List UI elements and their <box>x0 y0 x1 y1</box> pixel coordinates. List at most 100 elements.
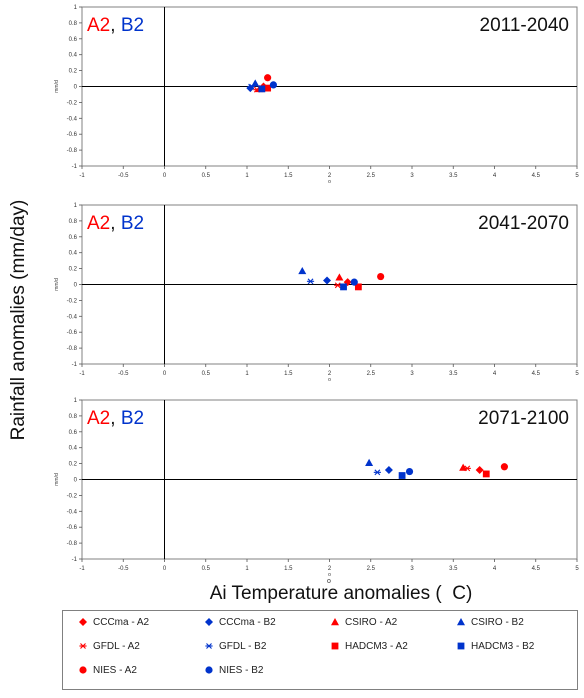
legend-label: GFDL - B2 <box>219 640 267 652</box>
y-tick-label: 1 <box>74 203 78 209</box>
x-tick-label: 1 <box>245 566 249 572</box>
y-tick-label: -0.2 <box>67 493 78 499</box>
y-tick-label: -0.8 <box>67 148 78 154</box>
legend-marker <box>205 666 213 674</box>
data-point <box>306 278 315 285</box>
x-tick-label: 3 <box>410 173 414 179</box>
x-tick-label: 3 <box>410 566 414 572</box>
x-tick-label: 5 <box>575 173 579 179</box>
x-tick-label: 2.5 <box>367 371 376 377</box>
legend-marker-diamond <box>205 618 213 626</box>
x-tick-label: 3.5 <box>449 371 458 377</box>
legend-label: CSIRO - B2 <box>471 616 524 628</box>
y-axis-unit: mm/d <box>54 80 60 93</box>
y-tick-label: -0.4 <box>67 314 78 320</box>
data-point <box>298 266 307 275</box>
y-axis-label: Rainfall anomalies (mm/day) <box>8 200 29 441</box>
scenario-b2-label: B2 <box>121 408 144 429</box>
data-point <box>475 465 484 474</box>
scenario-separator: , <box>110 408 121 429</box>
legend-marker <box>79 643 87 649</box>
data-point <box>384 465 393 474</box>
y-tick-label: -0.4 <box>67 509 78 515</box>
data-point <box>264 84 272 92</box>
x-tick-label: 4.5 <box>532 566 541 572</box>
x-tick-label: -0.5 <box>118 173 129 179</box>
x-tick-label: 0.5 <box>202 566 211 572</box>
legend-marker <box>457 642 465 650</box>
data-point <box>463 465 471 472</box>
legend-marker <box>457 618 465 626</box>
x-tick-label: 4 <box>493 566 497 572</box>
panel-2071-2100: -1 -0.5 0 0.5 1 1.5 2 2.5 3 3.5 4 4.5 5 o 1 0.8 0.6 0.4 0.… <box>54 398 579 578</box>
y-tick-label: 1 <box>74 5 78 11</box>
x-tick-label: 4.5 <box>532 173 541 179</box>
scenario-b2-label: B2 <box>121 213 144 234</box>
x-tick-label: 4 <box>493 371 497 377</box>
legend-marker <box>79 666 87 674</box>
x-tick-label: 3.5 <box>449 173 458 179</box>
y-tick-label: -0.8 <box>67 541 78 547</box>
panel-2041-2070: -1 -0.5 0 0.5 1 1.5 2 2.5 3 3.5 4 4.5 5 o 1 0.8 0.6 0.4 0.… <box>54 203 579 383</box>
legend-label: NIES - A2 <box>93 664 137 676</box>
data-point <box>264 74 272 82</box>
x-tick-label: 5 <box>575 566 579 572</box>
y-tick-label: 0.4 <box>69 251 78 257</box>
legend-item: GFDL - B2 <box>203 639 266 653</box>
x-tick-label: 1.5 <box>284 173 293 179</box>
y-tick-label: 0 <box>74 478 78 484</box>
x-tick-label: -0.5 <box>118 371 129 377</box>
x-axis-title: Ai Temperature anomalies ( C) o <box>210 578 473 604</box>
y-tick-label: -0.6 <box>67 330 78 336</box>
y-tick-label: -0.8 <box>67 346 78 352</box>
legend-item: CSIRO - A2 <box>329 615 397 629</box>
x-tick-label: 1 <box>245 173 249 179</box>
x-tick-label: -1 <box>79 566 85 572</box>
scenario-separator: , <box>110 15 121 36</box>
legend-marker-triangle <box>331 618 339 626</box>
panels: -1 -0.5 0 0.5 1 1.5 2 2.5 3 3.5 4 4.5 5 o 1 0.8 0.6 0.4 0.… <box>54 5 579 578</box>
legend-marker-asterisk <box>79 643 87 649</box>
x-axis-degree-mark: o <box>327 578 331 585</box>
x-tick-label: -1 <box>79 173 85 179</box>
x-tick-label: 2.5 <box>367 173 376 179</box>
x-tick-label: 3.5 <box>449 566 458 572</box>
legend-marker-asterisk <box>205 643 213 649</box>
y-tick-label: 0.8 <box>69 219 78 225</box>
y-tick-label: 0.8 <box>69 414 78 420</box>
panel-title: 2071-2100 <box>478 408 569 429</box>
data-point <box>350 278 358 286</box>
x-tick-label: 0 <box>163 371 167 377</box>
data-point <box>340 283 347 291</box>
data-point <box>373 469 381 476</box>
data-point <box>377 272 385 281</box>
y-tick-label: -0.6 <box>67 525 78 531</box>
legend-label: HADCM3 - B2 <box>471 640 535 652</box>
x-tick-label: 2 <box>328 371 332 377</box>
y-tick-label: 0.8 <box>69 21 78 27</box>
legend-item: CSIRO - B2 <box>455 615 524 629</box>
legend-marker <box>205 618 213 626</box>
scenario-a2-label: A2 <box>87 15 110 36</box>
x-axis-label: Ai Temperature anomalies ( C) <box>210 583 473 604</box>
y-tick-label: -0.6 <box>67 132 78 138</box>
scenario-a2-label: A2 <box>87 213 110 234</box>
x-tick-label: 1 <box>245 371 249 377</box>
legend-marker-diamond <box>79 618 87 626</box>
data-point <box>365 458 374 467</box>
legend-marker <box>205 643 213 649</box>
y-tick-label: -1 <box>72 557 78 563</box>
panel-title: 2041-2070 <box>478 213 569 234</box>
legend-marker-circle <box>79 666 87 674</box>
x-tick-label: -0.5 <box>118 566 129 572</box>
legend-marker-triangle <box>457 618 465 626</box>
y-tick-label: 0.2 <box>69 267 78 273</box>
x-tick-label: 4 <box>493 173 497 179</box>
legend-item: GFDL - A2 <box>77 639 140 653</box>
x-axis-unit: o <box>328 377 331 383</box>
x-tick-label: 0 <box>163 566 167 572</box>
y-tick-label: -1 <box>72 362 78 368</box>
legend-label: NIES - B2 <box>219 664 264 676</box>
x-tick-label: 0.5 <box>202 173 211 179</box>
